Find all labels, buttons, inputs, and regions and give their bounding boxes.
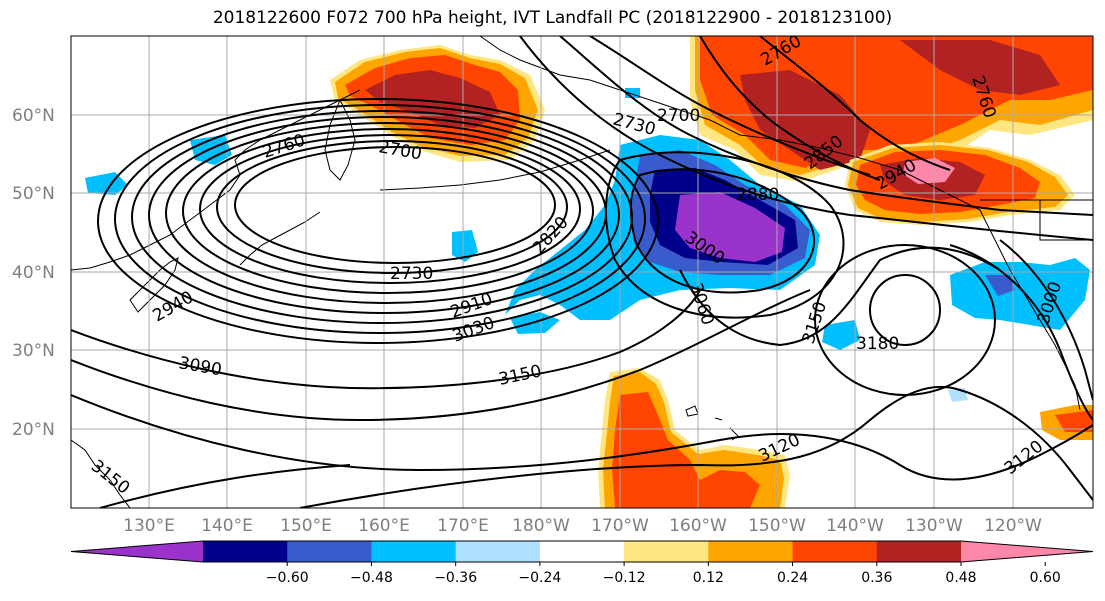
lat-label: 50°N — [12, 184, 55, 204]
colorbar-tick-label: −0.60 — [266, 570, 309, 586]
colorbar-extend-high — [961, 541, 1093, 562]
colorbar-bin — [539, 541, 625, 562]
map-frame — [70, 35, 1094, 509]
negative-patch-3 — [452, 230, 478, 262]
colorbar-tick-label: −0.24 — [518, 570, 561, 586]
colorbar-bin — [455, 541, 541, 562]
kuril-islands — [239, 211, 321, 266]
height-contours — [71, 36, 1093, 508]
colorbar-bin — [287, 541, 372, 562]
lat-label: 60°N — [12, 106, 55, 126]
asia-coast — [71, 89, 361, 271]
lon-label: 140°E — [201, 516, 253, 536]
colorbar-bin — [876, 541, 962, 562]
lon-label: 130°W — [905, 516, 963, 536]
se-positive-redorange — [1055, 410, 1093, 432]
hawaii-positive-redorange — [612, 392, 760, 508]
negative-patch-1 — [190, 135, 232, 165]
colorbar-bin — [203, 541, 288, 562]
lon-label: 160°W — [669, 516, 727, 536]
philippines-coast — [71, 439, 131, 508]
lon-label: 170°W — [591, 516, 649, 536]
lat-label: 20°N — [12, 420, 55, 440]
lon-label: 150°W — [748, 516, 806, 536]
gridlines — [71, 36, 1093, 508]
colorbar-bin — [708, 541, 794, 562]
lon-label: 170°E — [437, 516, 489, 536]
alaska-positive-darkred-2 — [900, 40, 1060, 95]
colorbar-tick-label: 0.60 — [1030, 570, 1061, 586]
siberia-positive-darkred — [365, 70, 500, 128]
colorbar-tick-label: 0.12 — [693, 570, 724, 586]
colorbar-extend-low — [71, 541, 203, 562]
colorbar: −0.60 −0.48 −0.36 −0.24 −0.12 0.12 0.24 0.36 0.4… — [70, 540, 1094, 586]
na-border — [980, 199, 1093, 241]
lon-label: 180°W — [512, 516, 570, 536]
lon-label: 160°E — [358, 516, 410, 536]
negative-patch-5 — [822, 320, 860, 350]
lon-label: 120°W — [984, 516, 1042, 536]
lat-label: 30°N — [12, 341, 55, 361]
colorbar-bin — [371, 541, 457, 562]
map-title: 2018122600 F072 700 hPa height, IVT Land… — [212, 8, 893, 28]
lat-label: 40°N — [12, 263, 55, 283]
japan-coast — [129, 257, 179, 313]
colorbar-tick-label: 0.36 — [861, 570, 892, 586]
central-negative-purple — [675, 192, 785, 262]
contour-labels: 2760 2700 2730 2910 3030 2820 2940 3090 … — [87, 36, 1066, 499]
colorbar-outline — [70, 540, 1094, 563]
longitude-labels: 130°E 140°E 150°E 160°E 170°E 180°W 170°… — [123, 516, 1042, 536]
latitude-labels: 60°N 50°N 40°N 30°N 20°N — [12, 106, 55, 440]
colorbar-tick-label: −0.48 — [350, 570, 393, 586]
contour-label: 2880 — [736, 185, 779, 205]
contour-label: 2700 — [657, 106, 700, 126]
negative-patch-6-blue — [985, 275, 1015, 296]
negative-patch-6 — [950, 258, 1090, 330]
colorbar-tick-label: −0.36 — [434, 570, 477, 586]
colorbar-bin — [792, 541, 878, 562]
lon-label: 150°E — [280, 516, 332, 536]
alaska-coast — [479, 36, 1011, 271]
contour-label: 3180 — [856, 334, 899, 354]
alaska-positive-darkred — [740, 70, 870, 170]
lon-label: 130°E — [123, 516, 175, 536]
lon-label: 140°W — [826, 516, 884, 536]
contour-label: 2730 — [390, 264, 433, 284]
colorbar-tick-label: −0.12 — [603, 570, 646, 586]
colorbar-tick-label: 0.24 — [777, 570, 808, 586]
colorbar-tick-label: 0.48 — [945, 570, 976, 586]
ivt-shading — [85, 36, 1093, 508]
colorbar-bin — [624, 541, 709, 562]
